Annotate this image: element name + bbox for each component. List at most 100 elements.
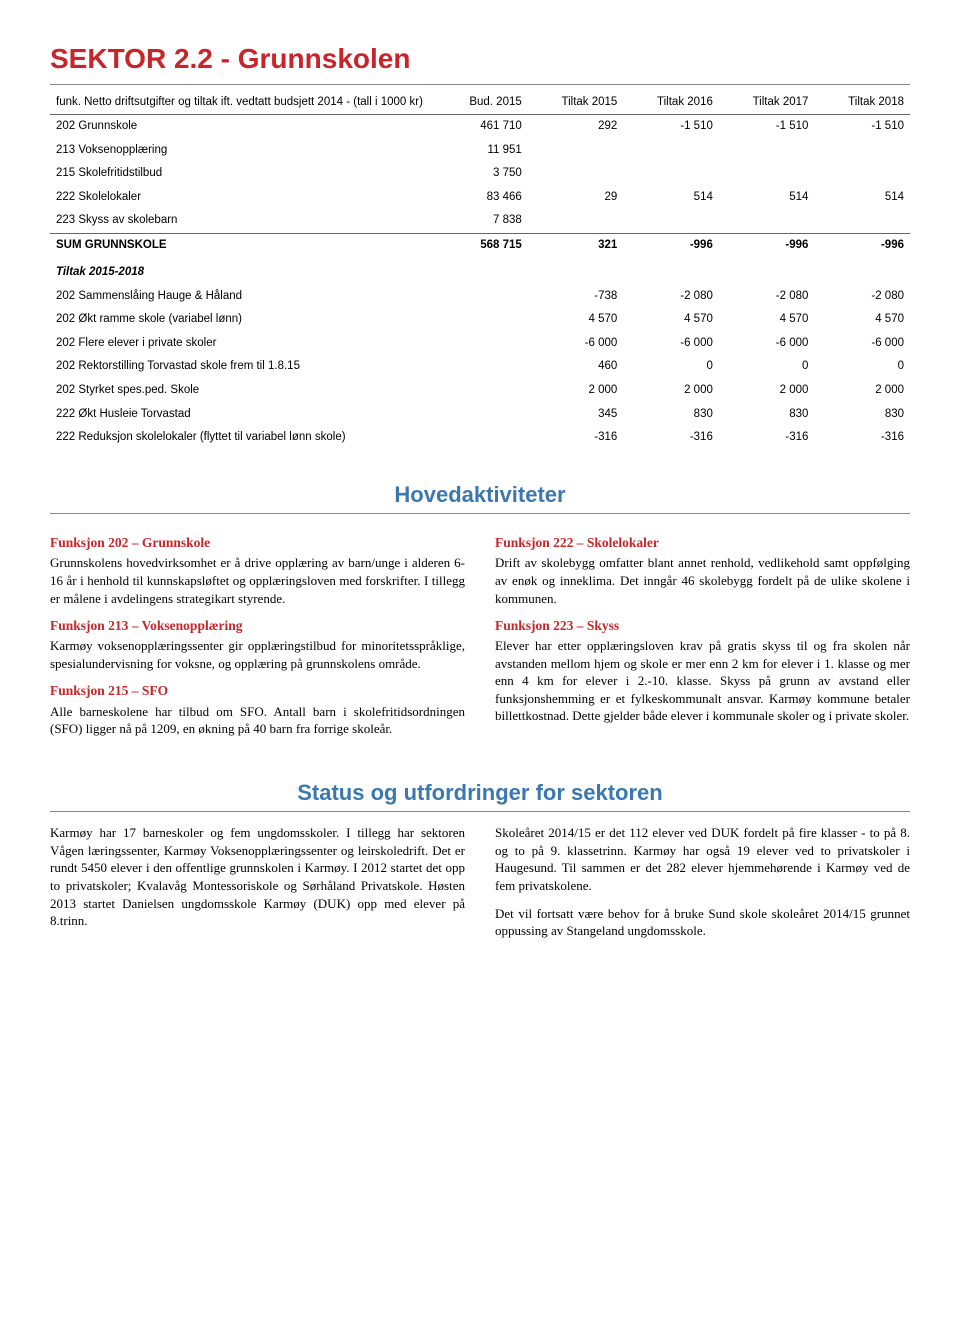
table-row: 202 Rektorstilling Torvastad skole frem … <box>50 355 910 379</box>
page-title: SEKTOR 2.2 - Grunnskolen <box>50 40 910 85</box>
row-value: 7 838 <box>437 209 528 233</box>
body-text: Karmøy voksenopplæringssenter gir opplær… <box>50 637 465 672</box>
row-value: 0 <box>719 355 815 379</box>
body-text: Elever har etter opplæringsloven krav på… <box>495 637 910 725</box>
row-value <box>437 403 528 427</box>
row-value: -1 510 <box>719 115 815 139</box>
table-row: 222 Skolelokaler83 46629514514514 <box>50 186 910 210</box>
table-row: 222 Økt Husleie Torvastad345830830830 <box>50 403 910 427</box>
row-value <box>437 285 528 309</box>
col-t2015: Tiltak 2015 <box>528 91 624 115</box>
table-row: SUM GRUNNSKOLE568 715321-996-996-996 <box>50 233 910 257</box>
body-text: Grunnskolens hovedvirksomhet er å drive … <box>50 554 465 607</box>
table-row: 202 Sammenslåing Hauge & Håland-738-2 08… <box>50 285 910 309</box>
table-row: 213 Voksenopplæring11 951 <box>50 139 910 163</box>
row-label: 202 Rektorstilling Torvastad skole frem … <box>50 355 437 379</box>
hovedaktiviteter-columns: Funksjon 202 – Grunnskole Grunnskolens ho… <box>50 524 910 747</box>
row-value: 830 <box>623 403 719 427</box>
row-value: 4 570 <box>623 308 719 332</box>
row-value: 0 <box>623 355 719 379</box>
table-row: 223 Skyss av skolebarn7 838 <box>50 209 910 233</box>
subsection-head: Funksjon 215 – SFO <box>50 682 465 700</box>
status-columns: Karmøy har 17 barneskoler og fem ungdoms… <box>50 822 910 949</box>
row-value <box>623 139 719 163</box>
row-label: 223 Skyss av skolebarn <box>50 209 437 233</box>
row-label: 202 Grunnskole <box>50 115 437 139</box>
row-value: -316 <box>528 426 624 450</box>
row-value <box>437 426 528 450</box>
body-text: Karmøy har 17 barneskoler og fem ungdoms… <box>50 824 465 929</box>
row-value: 568 715 <box>437 233 528 257</box>
row-label: 222 Skolelokaler <box>50 186 437 210</box>
row-value: -6 000 <box>719 332 815 356</box>
row-value: 11 951 <box>437 139 528 163</box>
status-left: Karmøy har 17 barneskoler og fem ungdoms… <box>50 822 465 949</box>
row-label: 215 Skolefritidstilbud <box>50 162 437 186</box>
table-header-row: funk. Netto driftsutgifter og tiltak ift… <box>50 91 910 115</box>
body-text: Drift av skolebygg omfatter blant annet … <box>495 554 910 607</box>
table-row: 215 Skolefritidstilbud3 750 <box>50 162 910 186</box>
row-value <box>719 209 815 233</box>
row-value: 461 710 <box>437 115 528 139</box>
row-value: 292 <box>528 115 624 139</box>
row-label: 202 Flere elever i private skoler <box>50 332 437 356</box>
row-value <box>719 139 815 163</box>
table-header-first: funk. Netto driftsutgifter og tiltak ift… <box>50 91 437 115</box>
row-value: -1 510 <box>814 115 910 139</box>
subsection-head: Funksjon 223 – Skyss <box>495 617 910 635</box>
status-right: Skoleåret 2014/15 er det 112 elever ved … <box>495 822 910 949</box>
row-value <box>528 162 624 186</box>
table-row: 202 Økt ramme skole (variabel lønn) 4 570… <box>50 308 910 332</box>
row-value: -996 <box>719 233 815 257</box>
subsection-head: Funksjon 202 – Grunnskole <box>50 534 465 552</box>
row-value: -1 510 <box>623 115 719 139</box>
row-value: 830 <box>814 403 910 427</box>
row-value: -2 080 <box>719 285 815 309</box>
budget-table: funk. Netto driftsutgifter og tiltak ift… <box>50 91 910 450</box>
hovedaktiviteter-left: Funksjon 202 – Grunnskole Grunnskolens ho… <box>50 524 465 747</box>
row-label: 202 Styrket spes.ped. Skole <box>50 379 437 403</box>
row-value <box>814 209 910 233</box>
row-value: -2 080 <box>623 285 719 309</box>
row-value <box>437 379 528 403</box>
row-value <box>623 209 719 233</box>
row-label: 222 Økt Husleie Torvastad <box>50 403 437 427</box>
row-label: 202 Sammenslåing Hauge & Håland <box>50 285 437 309</box>
row-value: 460 <box>528 355 624 379</box>
row-value: -996 <box>814 233 910 257</box>
subsection-head: Funksjon 222 – Skolelokaler <box>495 534 910 552</box>
body-text: Alle barneskolene har tilbud om SFO. Ant… <box>50 703 465 738</box>
row-value: 2 000 <box>623 379 719 403</box>
row-value: 2 000 <box>719 379 815 403</box>
row-value: 4 570 <box>814 308 910 332</box>
row-value <box>437 308 528 332</box>
hovedaktiviteter-right: Funksjon 222 – Skolelokaler Drift av skol… <box>495 524 910 747</box>
section-hovedaktiviteter: Hovedaktiviteter <box>50 480 910 515</box>
row-value <box>719 162 815 186</box>
tiltak-head-label: Tiltak 2015-2018 <box>50 257 910 285</box>
row-value: -738 <box>528 285 624 309</box>
row-value: 3 750 <box>437 162 528 186</box>
row-label: 222 Reduksjon skolelokaler (flyttet til … <box>50 426 437 450</box>
table-row: 222 Reduksjon skolelokaler (flyttet til … <box>50 426 910 450</box>
row-value: -316 <box>623 426 719 450</box>
row-value: 2 000 <box>528 379 624 403</box>
row-value <box>814 139 910 163</box>
col-t2016: Tiltak 2016 <box>623 91 719 115</box>
body-text: Det vil fortsatt være behov for å bruke … <box>495 905 910 940</box>
row-value <box>437 332 528 356</box>
row-value: 2 000 <box>814 379 910 403</box>
row-value: 4 570 <box>528 308 624 332</box>
row-value: 4 570 <box>719 308 815 332</box>
row-label: 202 Økt ramme skole (variabel lønn) <box>50 308 437 332</box>
row-value <box>528 209 624 233</box>
row-value: 514 <box>623 186 719 210</box>
row-value: -316 <box>814 426 910 450</box>
table-row: 202 Flere elever i private skoler-6 000-… <box>50 332 910 356</box>
row-value: -6 000 <box>814 332 910 356</box>
row-value <box>623 162 719 186</box>
row-value: -6 000 <box>528 332 624 356</box>
row-value: 514 <box>719 186 815 210</box>
row-value: -316 <box>719 426 815 450</box>
body-text: Skoleåret 2014/15 er det 112 elever ved … <box>495 824 910 894</box>
